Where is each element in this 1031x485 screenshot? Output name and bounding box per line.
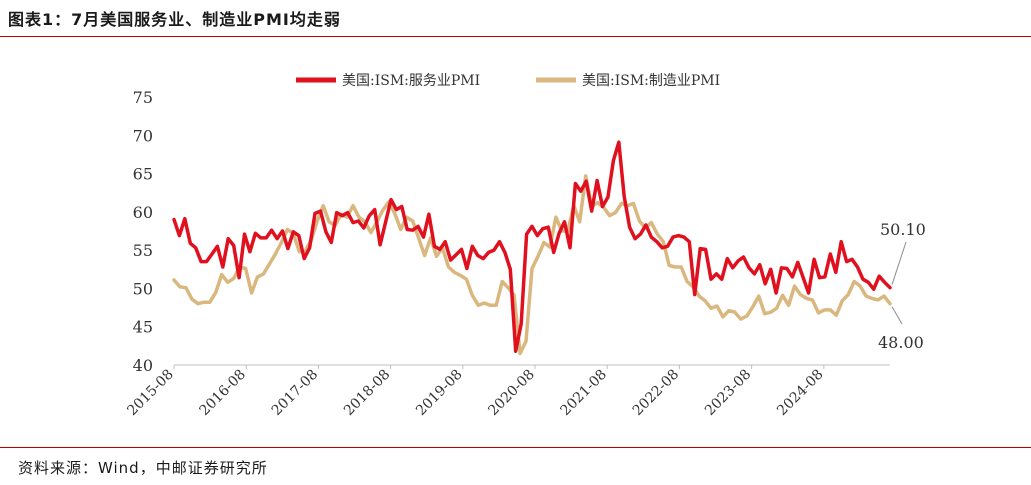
x-tick-label: 2019-08: [413, 367, 465, 419]
chart-legend: 美国:ISM:服务业PMI 美国:ISM:制造业PMI: [296, 73, 720, 89]
x-axis: 2015-08 2016-08 2017-08 2018-08 2019-08 2020-…: [124, 364, 890, 419]
x-tick-label: 2024-08: [774, 367, 826, 419]
x-tick-label: 2016-08: [197, 367, 249, 419]
services-leader-line: [891, 241, 907, 285]
y-axis: 40 45 50 55 60 65 70 75: [133, 88, 153, 375]
title-rule: [0, 36, 1031, 37]
y-tick-label: 50: [133, 279, 153, 298]
legend-label-services: 美国:ISM:服务业PMI: [342, 73, 480, 89]
source-note: 资料来源：Wind，中邮证券研究所: [18, 459, 268, 477]
figure-title: 图表1：7月美国服务业、制造业PMI均走弱: [8, 10, 341, 29]
plot-area: [172, 140, 892, 356]
footer-rule: [0, 447, 1031, 448]
y-tick-label: 65: [133, 165, 153, 184]
manufacturing-leader-line: [891, 306, 903, 325]
x-tick-label: 2023-08: [702, 367, 754, 419]
x-tick-label: 2022-08: [630, 367, 682, 419]
y-tick-label: 60: [133, 203, 153, 222]
services-line: [172, 140, 892, 353]
services-last-value: 50.10: [880, 220, 926, 239]
manufacturing-line: [172, 174, 892, 356]
y-tick-label: 40: [133, 356, 153, 375]
x-tick-label: 2021-08: [558, 367, 610, 419]
end-annotations: 50.10 48.00: [878, 220, 926, 352]
x-tick-label: 2018-08: [341, 367, 393, 419]
x-tick-label: 2020-08: [485, 367, 537, 419]
legend-label-manufacturing: 美国:ISM:制造业PMI: [582, 73, 720, 89]
manufacturing-last-value: 48.00: [878, 333, 924, 352]
y-tick-label: 75: [133, 88, 153, 107]
y-tick-label: 45: [133, 318, 153, 337]
x-tick-label: 2017-08: [269, 367, 321, 419]
y-tick-label: 55: [133, 241, 153, 260]
y-tick-label: 70: [133, 126, 153, 145]
pmi-line-chart: 美国:ISM:服务业PMI 美国:ISM:制造业PMI 40 45 50 55 60 65…: [124, 73, 926, 419]
